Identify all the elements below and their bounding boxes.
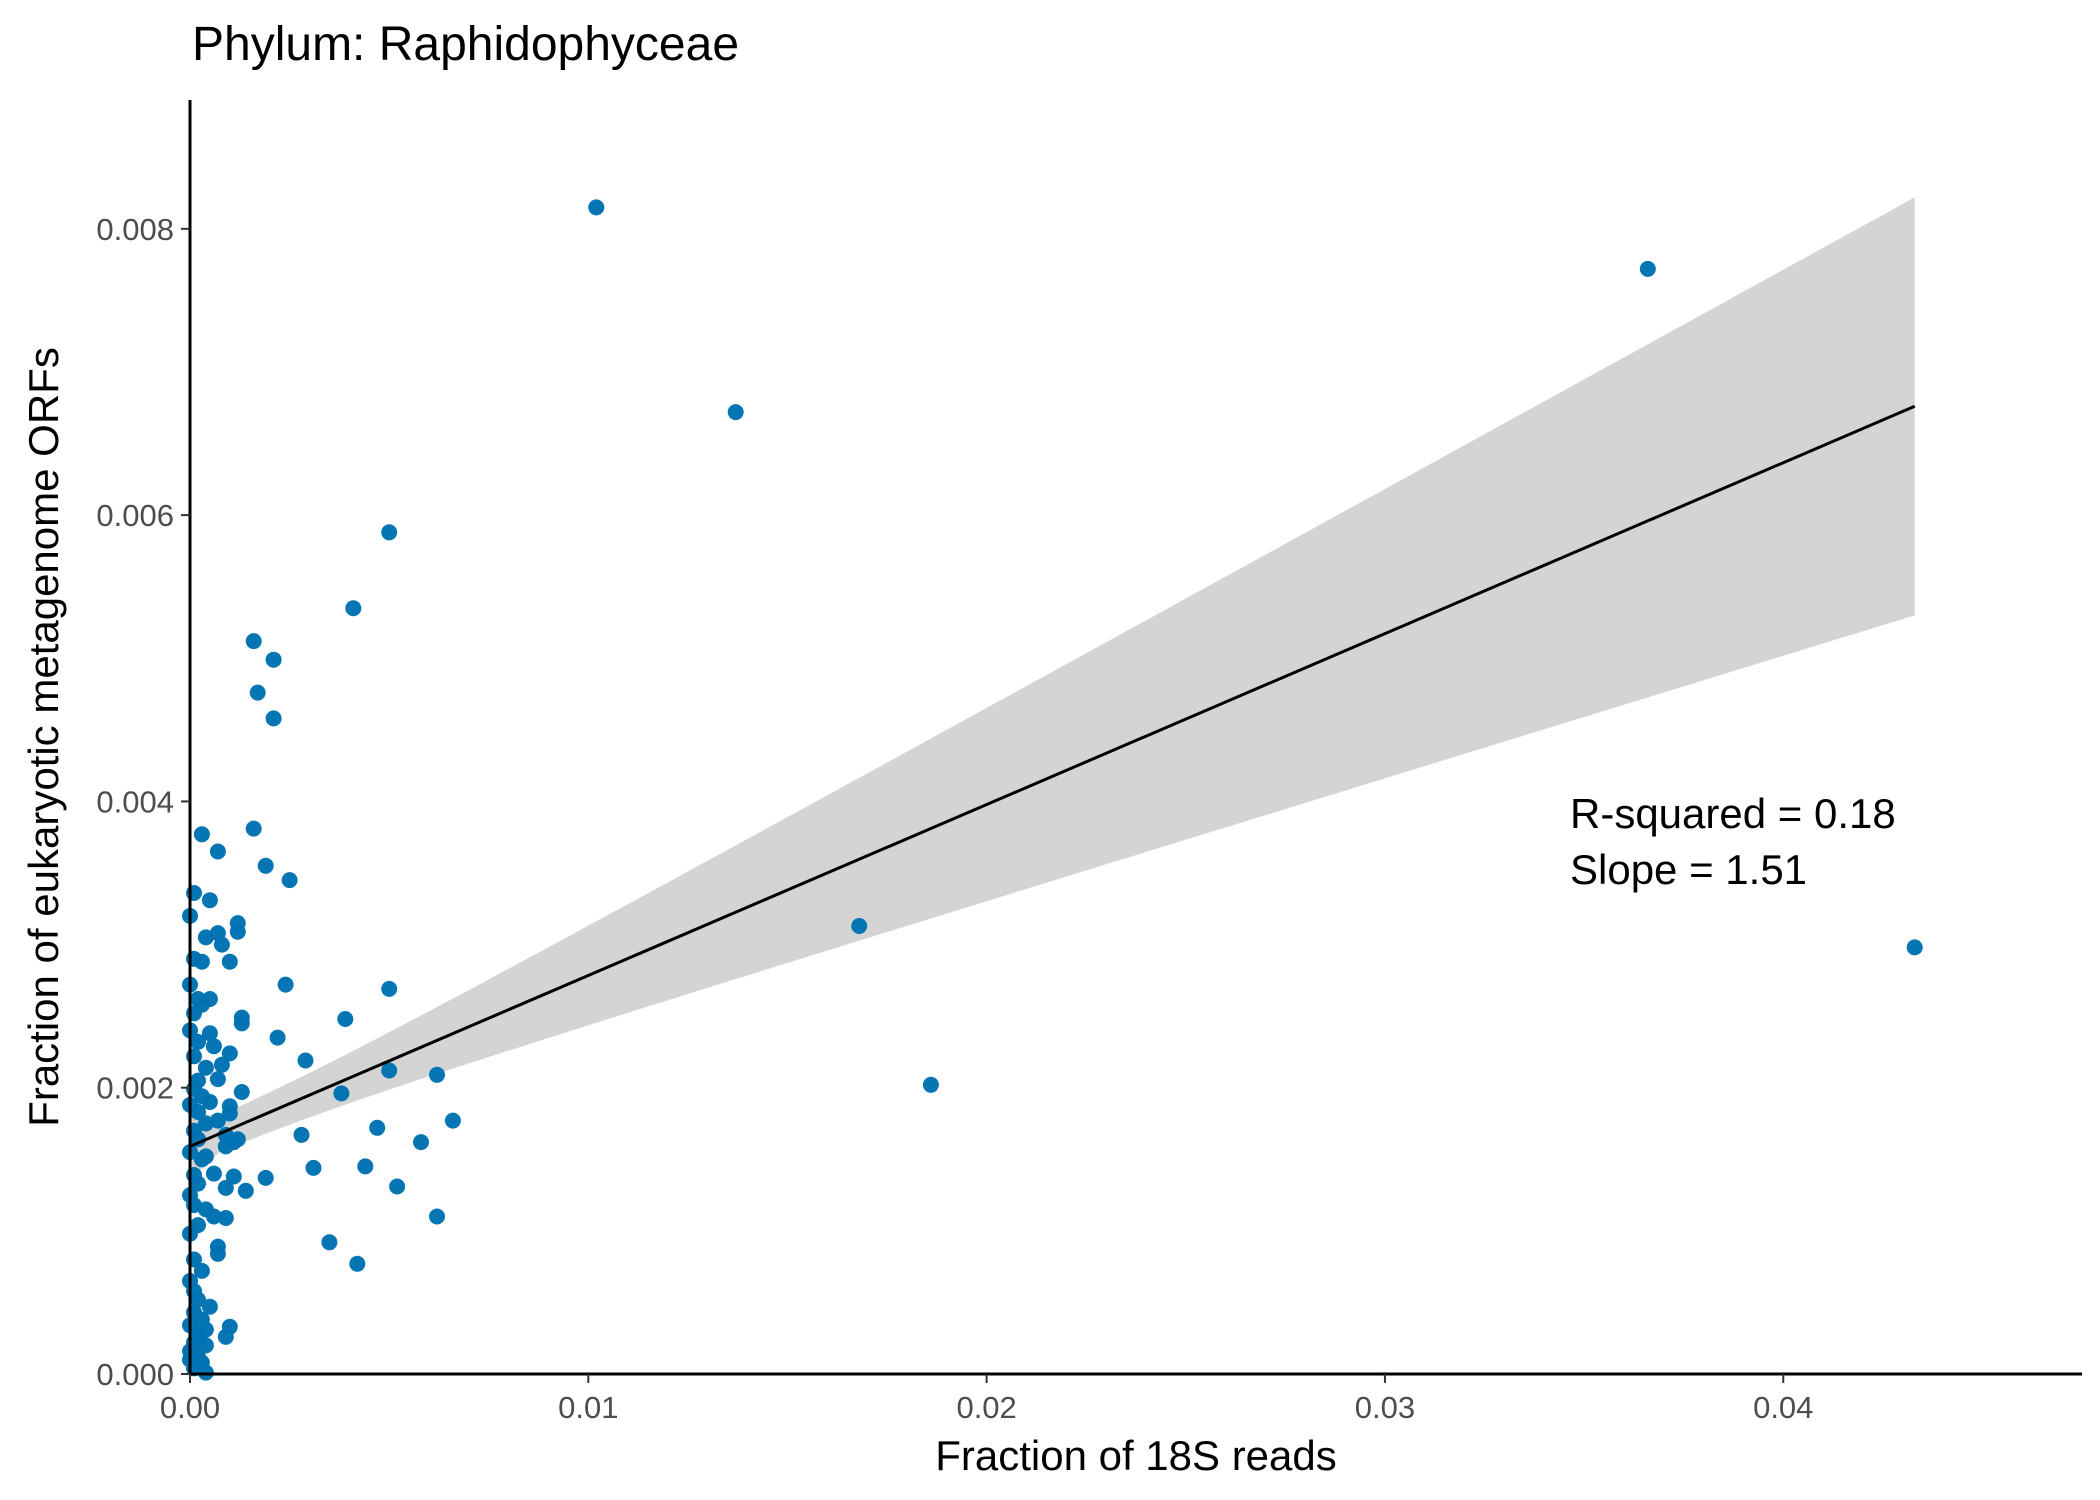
data-point <box>190 1175 206 1192</box>
data-point <box>381 980 398 997</box>
data-point <box>217 1138 234 1155</box>
data-point <box>186 1048 202 1065</box>
y-axis-title: Fraction of eukaryotic metagenome ORFs <box>20 347 67 1127</box>
data-point <box>429 1208 445 1225</box>
data-point <box>209 1112 226 1129</box>
data-point <box>221 1105 238 1122</box>
data-point <box>197 929 214 946</box>
data-point <box>333 1085 350 1102</box>
x-tick-label: 0.04 <box>1753 1390 1813 1425</box>
data-point <box>201 892 218 909</box>
y-tick-label: 0.002 <box>96 1071 174 1106</box>
data-point <box>190 1033 206 1050</box>
data-point <box>281 872 298 889</box>
data-point <box>381 1062 398 1079</box>
data-point <box>213 1056 230 1073</box>
data-point <box>217 1179 234 1196</box>
regression-line <box>189 404 1916 1148</box>
data-point <box>201 1094 218 1110</box>
data-point <box>193 1262 210 1279</box>
data-point <box>727 404 744 421</box>
confidence-band <box>190 197 1915 1180</box>
data-point <box>345 600 362 617</box>
confidence-band-layer <box>190 197 1915 1180</box>
data-point <box>217 1328 234 1345</box>
data-point <box>233 1084 250 1100</box>
data-point <box>305 1159 322 1176</box>
data-point <box>245 633 262 650</box>
data-point <box>209 843 226 860</box>
data-point <box>293 1126 310 1143</box>
y-tick-label: 0.004 <box>96 784 174 819</box>
data-point <box>444 1112 461 1129</box>
data-point <box>221 1045 238 1062</box>
data-points-layer <box>182 199 1923 1381</box>
data-point <box>1639 260 1656 277</box>
y-tick-label: 0.000 <box>96 1357 174 1392</box>
r-squared-annotation: R-squared = 0.18 <box>1570 790 1896 837</box>
data-point <box>297 1052 314 1069</box>
data-point <box>922 1076 939 1093</box>
data-point <box>588 199 605 216</box>
data-point <box>321 1234 338 1251</box>
data-point <box>197 1115 214 1132</box>
data-point <box>197 1059 214 1076</box>
data-point <box>205 1038 222 1055</box>
data-point <box>205 1208 222 1225</box>
data-point <box>209 1071 226 1088</box>
data-point <box>193 826 210 843</box>
data-point <box>186 1005 202 1022</box>
data-point <box>217 1210 234 1226</box>
data-point <box>337 1011 354 1027</box>
data-point <box>369 1119 386 1136</box>
data-point <box>413 1134 429 1151</box>
data-point <box>265 651 282 668</box>
y-tick-label: 0.008 <box>96 212 174 247</box>
data-point <box>190 1291 206 1308</box>
data-point <box>381 524 398 541</box>
data-point <box>193 1151 210 1168</box>
data-point <box>269 1029 286 1046</box>
data-point <box>851 918 868 934</box>
data-point <box>190 1104 206 1120</box>
data-point <box>257 857 274 874</box>
data-point <box>389 1178 406 1195</box>
data-point <box>233 1015 250 1032</box>
data-point <box>201 1025 218 1042</box>
data-point <box>205 1165 222 1182</box>
data-point <box>190 1330 206 1347</box>
data-point <box>357 1158 374 1175</box>
data-point <box>186 885 202 901</box>
data-point <box>349 1255 366 1272</box>
y-axis-ticks: 0.000 0.002 0.004 0.006 0.008 <box>96 212 190 1392</box>
data-point <box>201 1298 218 1315</box>
x-tick-label: 0.03 <box>1355 1390 1415 1425</box>
data-point <box>213 936 230 953</box>
data-point <box>249 684 266 701</box>
data-point <box>1906 939 1923 956</box>
regression-line-layer <box>189 404 1916 1148</box>
data-point <box>237 1182 254 1199</box>
data-point <box>209 1245 226 1262</box>
x-axis-ticks: 0.00 0.01 0.02 0.03 0.04 <box>160 1374 1813 1425</box>
x-tick-label: 0.01 <box>558 1390 618 1425</box>
data-point <box>221 953 238 970</box>
x-tick-label: 0.00 <box>160 1390 220 1425</box>
x-tick-label: 0.02 <box>956 1390 1016 1425</box>
data-point <box>225 1168 242 1185</box>
data-point <box>429 1066 445 1083</box>
data-point <box>245 820 262 837</box>
data-point <box>265 710 282 727</box>
data-point <box>277 976 294 993</box>
chart-title: Phylum: Raphidophyceae <box>192 18 739 71</box>
slope-annotation: Slope = 1.51 <box>1570 846 1807 893</box>
data-point <box>229 923 246 940</box>
data-point <box>257 1169 274 1186</box>
x-axis-title: Fraction of 18S reads <box>935 1432 1337 1479</box>
data-point <box>193 953 210 970</box>
y-tick-label: 0.006 <box>96 498 174 533</box>
